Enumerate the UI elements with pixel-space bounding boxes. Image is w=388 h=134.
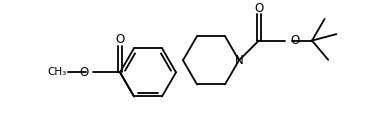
Text: O: O: [254, 2, 263, 15]
Text: N: N: [235, 54, 243, 67]
Text: CH₃: CH₃: [47, 67, 66, 77]
Text: O: O: [115, 33, 125, 46]
Text: O: O: [290, 34, 300, 47]
Text: O: O: [79, 66, 88, 79]
